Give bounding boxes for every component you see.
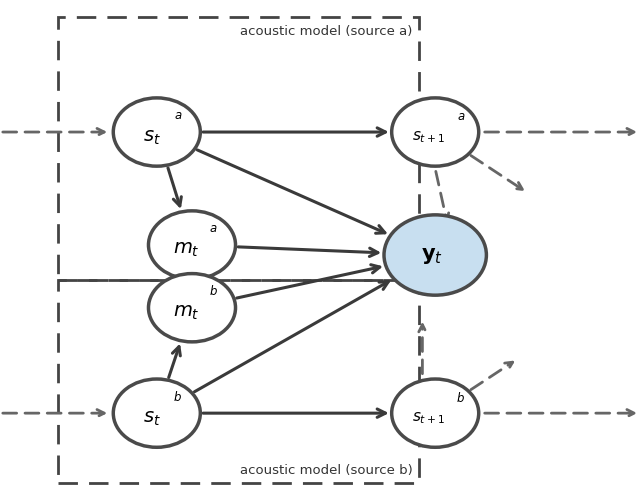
Text: $a$: $a$ (209, 221, 218, 234)
Text: $s_t$: $s_t$ (143, 408, 161, 427)
Circle shape (148, 211, 236, 280)
Text: $s_{t+1}$: $s_{t+1}$ (412, 129, 445, 145)
Circle shape (148, 274, 236, 342)
Text: $b$: $b$ (456, 390, 465, 404)
Text: $a$: $a$ (173, 109, 182, 122)
Text: $a$: $a$ (456, 110, 465, 123)
Text: $s_t$: $s_t$ (143, 127, 161, 146)
Text: acoustic model (source b): acoustic model (source b) (240, 463, 413, 476)
Text: acoustic model (source a): acoustic model (source a) (241, 25, 413, 38)
Text: $m_t$: $m_t$ (173, 240, 200, 259)
Text: $b$: $b$ (173, 389, 182, 403)
Text: $s_{t+1}$: $s_{t+1}$ (412, 409, 445, 425)
Text: $m_t$: $m_t$ (173, 303, 200, 322)
Circle shape (392, 99, 479, 167)
Circle shape (113, 379, 200, 447)
Circle shape (113, 99, 200, 167)
Circle shape (384, 215, 486, 296)
Text: $b$: $b$ (209, 284, 218, 298)
Circle shape (392, 379, 479, 447)
Text: $\mathbf{y}_t$: $\mathbf{y}_t$ (421, 245, 443, 266)
